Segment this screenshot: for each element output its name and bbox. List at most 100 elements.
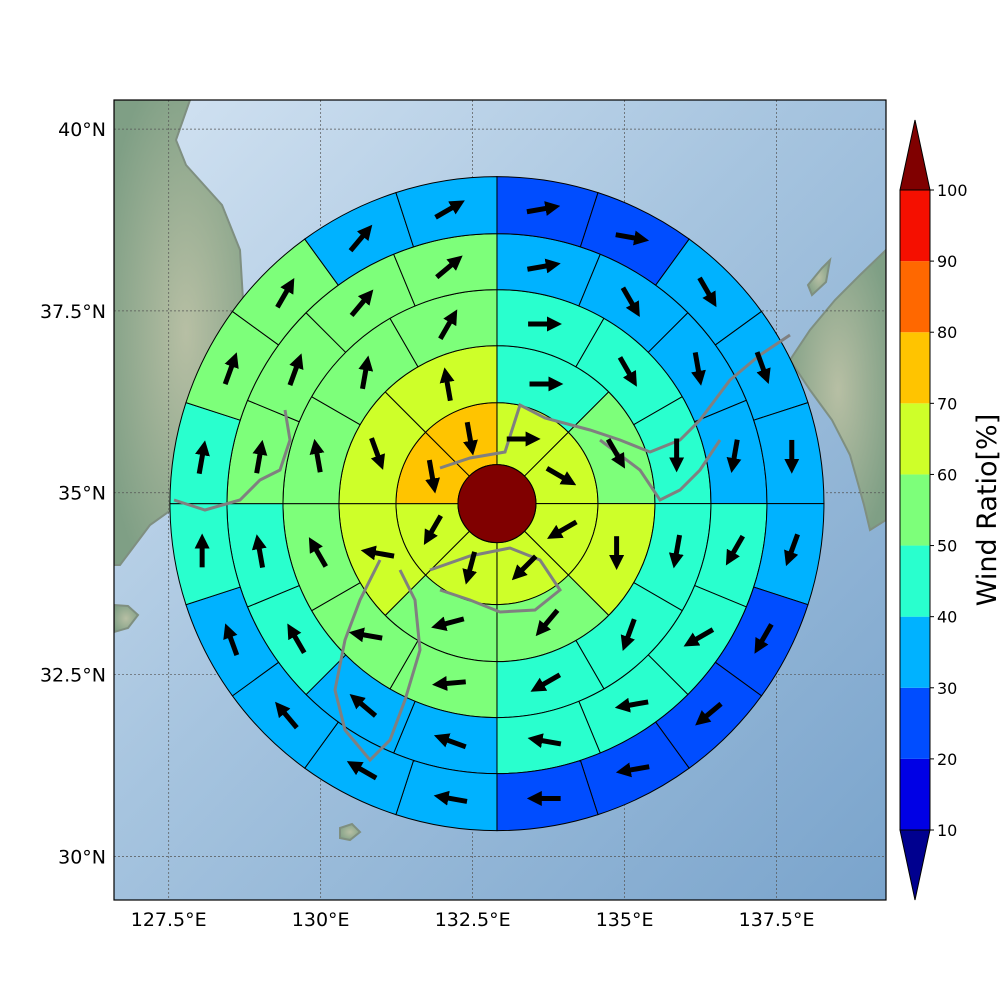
wind-arrow bbox=[605, 438, 626, 469]
center-disk-fill bbox=[457, 464, 537, 544]
island-small-3 bbox=[339, 822, 362, 842]
wind-arrow bbox=[369, 437, 385, 470]
colorbar-tick-label: 100 bbox=[937, 181, 968, 200]
wind-arrow bbox=[526, 201, 561, 216]
wind-arrow bbox=[620, 286, 640, 318]
colorbar-bin bbox=[900, 403, 930, 475]
x-tick-label: 132.5°E bbox=[435, 909, 511, 931]
wind-arrow bbox=[691, 352, 706, 386]
y-tick-label: 37.5°N bbox=[40, 301, 106, 323]
island-small-1 bbox=[806, 257, 832, 297]
wind-arrow bbox=[360, 545, 395, 561]
coastline-honshu bbox=[439, 333, 791, 470]
wind-arrow bbox=[527, 733, 562, 749]
wind-arrow bbox=[223, 623, 240, 656]
wind-arrow bbox=[614, 697, 649, 713]
wind-arrow bbox=[308, 537, 328, 568]
wind-arrow bbox=[275, 277, 295, 309]
x-tick-label: 135°E bbox=[596, 909, 654, 931]
colorbar-tick-label: 40 bbox=[937, 608, 957, 627]
wind-arrow bbox=[287, 353, 304, 387]
wind-arrow bbox=[511, 554, 538, 581]
wind-arrow bbox=[275, 701, 299, 730]
wind-arrow bbox=[438, 309, 458, 340]
colorbar-bin bbox=[900, 474, 930, 546]
wind-arrow bbox=[754, 623, 774, 654]
colorbar-tick-label: 80 bbox=[937, 323, 957, 342]
wind-arrow bbox=[530, 672, 562, 692]
colorbar-bin bbox=[900, 687, 930, 759]
wind-arrow bbox=[462, 551, 477, 585]
colorbar: 10 20 30 40 50 60 70 80 90 100 Wind Ratio[%] bbox=[899, 119, 1000, 901]
wind-arrows bbox=[194, 200, 800, 806]
y-tick-label: 32.5°N bbox=[40, 665, 106, 687]
colorbar-extend-max bbox=[899, 119, 931, 191]
wind-arrow bbox=[725, 534, 745, 566]
wind-arrow bbox=[358, 355, 374, 390]
colorbar-bin bbox=[900, 332, 930, 404]
wind-arrow bbox=[784, 533, 800, 567]
wind-arrow bbox=[346, 761, 378, 781]
wind-arrow bbox=[251, 534, 267, 569]
colorbar-bin bbox=[900, 190, 930, 262]
wind-arrow bbox=[433, 733, 467, 750]
wind-arrow bbox=[617, 356, 637, 387]
wind-arrow bbox=[433, 790, 468, 806]
wind-arrow bbox=[349, 289, 374, 318]
colorbar-label: Wind Ratio[%] bbox=[972, 414, 1000, 606]
wind-arrow bbox=[754, 351, 771, 384]
wind-arrow bbox=[434, 200, 465, 220]
wind-arrow bbox=[547, 519, 578, 539]
y-tick-label: 40°N bbox=[58, 119, 106, 141]
wind-arrow bbox=[463, 421, 478, 456]
colorbar-extend-min bbox=[899, 829, 931, 901]
x-tick-label: 137.5°E bbox=[739, 909, 815, 931]
wind-arrow bbox=[683, 627, 715, 647]
colorbar-frame bbox=[899, 189, 931, 831]
coastline-kii bbox=[599, 438, 722, 502]
wind-arrow bbox=[222, 352, 239, 385]
wind-arrow bbox=[431, 616, 465, 632]
colorbar-bin bbox=[900, 758, 930, 830]
wind-arrow bbox=[668, 534, 684, 569]
colorbar-bin bbox=[900, 261, 930, 333]
coastline-korea-south bbox=[173, 409, 292, 512]
coastline-shikoku bbox=[429, 546, 563, 614]
colorbar-bin bbox=[900, 616, 930, 688]
wind-arrow bbox=[526, 258, 561, 274]
wind-arrow bbox=[425, 459, 440, 494]
colorbar-bin bbox=[900, 545, 930, 617]
colorbar-tick-label: 60 bbox=[937, 465, 957, 484]
wind-arrow bbox=[349, 694, 378, 718]
y-tick-label: 35°N bbox=[58, 483, 106, 505]
colorbar-tick-label: 10 bbox=[937, 821, 957, 840]
island-small-2 bbox=[114, 603, 140, 634]
wind-arrow bbox=[545, 466, 577, 486]
axis-ticks: 127.5°E 130°E 132.5°E 135°E 137.5°E 30°N 32.5°… bbox=[40, 119, 815, 931]
wind-arrow bbox=[435, 255, 463, 280]
wind-arrow bbox=[535, 608, 560, 637]
wind-arrow bbox=[348, 627, 383, 643]
wind-arrow bbox=[695, 701, 723, 726]
wind-arrow bbox=[423, 514, 443, 546]
wind-arrow bbox=[615, 230, 650, 246]
colorbar-tick-label: 50 bbox=[937, 537, 957, 556]
colorbar-tick-label: 30 bbox=[937, 679, 957, 698]
colorbar-tick-label: 20 bbox=[937, 750, 957, 769]
y-tick-label: 30°N bbox=[58, 846, 106, 868]
japan-land-east bbox=[788, 248, 886, 532]
wind-arrow bbox=[432, 675, 466, 691]
wind-arrow bbox=[620, 618, 637, 651]
plot-frame bbox=[113, 99, 887, 901]
wind-arrow bbox=[287, 623, 307, 655]
colorbar-tick-label: 70 bbox=[937, 394, 957, 413]
wind-arrow bbox=[697, 276, 717, 308]
colorbar-tick-label: 90 bbox=[937, 252, 957, 271]
x-tick-label: 127.5°E bbox=[131, 909, 207, 931]
wind-arrow bbox=[615, 762, 650, 778]
wind-arrow bbox=[348, 224, 373, 253]
wind-arrow bbox=[252, 439, 268, 474]
wind-arrow bbox=[439, 367, 455, 402]
coastline-kyushu bbox=[333, 559, 422, 763]
coastline-overlay bbox=[173, 333, 791, 763]
